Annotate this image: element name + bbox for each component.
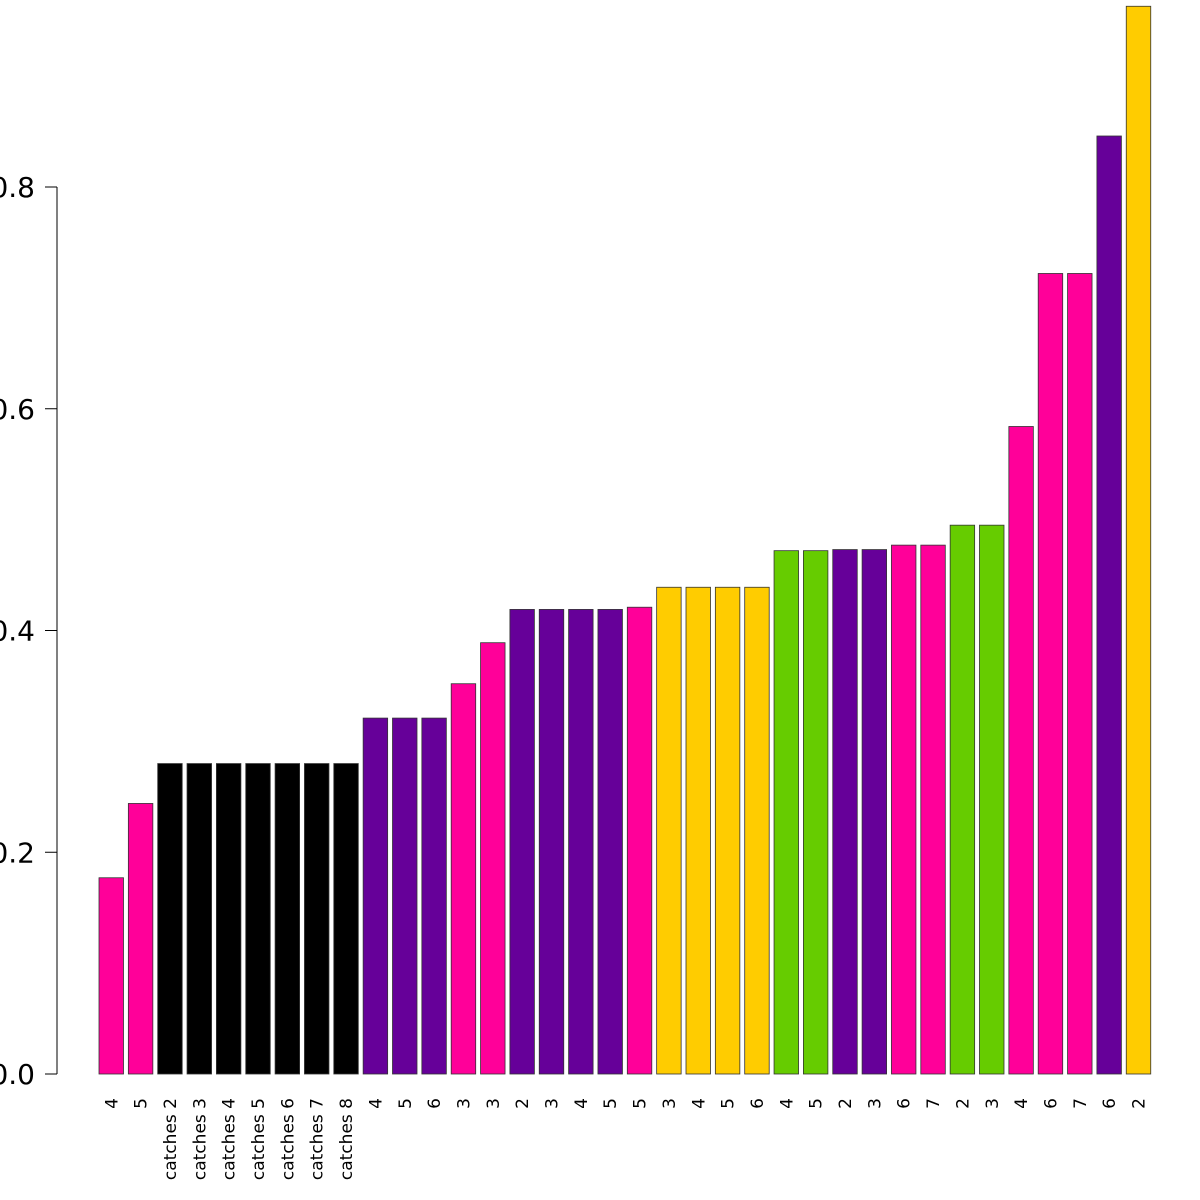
- x-tick-label: 4: [689, 1098, 709, 1109]
- bar: [1125, 5, 1152, 1075]
- bar: [333, 763, 359, 1075]
- bars-group: [98, 5, 1152, 1075]
- bar: [304, 763, 330, 1075]
- y-tick-label: 0.2: [0, 836, 35, 869]
- x-tick-label: 5: [807, 1098, 827, 1109]
- bar: [979, 524, 1005, 1075]
- bar: [538, 609, 565, 1075]
- x-tick-label: 3: [660, 1098, 680, 1109]
- x-tick-label: 5: [601, 1098, 621, 1109]
- bar: [832, 549, 858, 1075]
- bar: [127, 803, 154, 1075]
- bar: [215, 763, 242, 1075]
- bar: [920, 544, 946, 1075]
- x-tick-label: 5: [631, 1098, 651, 1109]
- bar: [714, 586, 741, 1075]
- bar: [480, 642, 506, 1075]
- y-tick-label: 0.8: [0, 171, 35, 204]
- y-tick-label: 0.0: [0, 1058, 35, 1091]
- x-tick-label: 3: [543, 1098, 563, 1109]
- x-tick-label: catches 6: [278, 1098, 298, 1180]
- x-tick-label: 5: [396, 1098, 416, 1109]
- bar: [597, 609, 623, 1075]
- bar: [1037, 273, 1064, 1075]
- x-tick-label: catches 8: [337, 1098, 357, 1180]
- bar: [157, 763, 183, 1075]
- y-tick-label: 0.4: [0, 615, 35, 648]
- x-tick-label: 4: [366, 1098, 386, 1109]
- x-tick-label: 5: [132, 1098, 152, 1109]
- bar: [450, 683, 477, 1075]
- bar: [744, 586, 770, 1075]
- bar: [274, 763, 301, 1075]
- x-tick-label: 2: [513, 1098, 533, 1109]
- x-tick-label: catches 2: [161, 1098, 181, 1180]
- bar: [861, 549, 887, 1075]
- x-tick-label: 4: [1012, 1098, 1032, 1109]
- bar: [803, 550, 829, 1075]
- x-tick-label: 6: [1100, 1098, 1120, 1109]
- bar: [362, 717, 389, 1075]
- x-tick-label: 3: [484, 1098, 504, 1109]
- bar: [1008, 426, 1034, 1075]
- bar: [773, 550, 799, 1075]
- bar: [626, 606, 653, 1075]
- x-tick-label: 4: [777, 1098, 797, 1109]
- bar: [949, 524, 976, 1075]
- x-tick-label: 3: [865, 1098, 885, 1109]
- bar: [509, 609, 535, 1075]
- x-tick-label: 5: [719, 1098, 739, 1109]
- x-tick-label: 3: [454, 1098, 474, 1109]
- bar: [98, 877, 124, 1075]
- y-tick-label: 0.6: [0, 393, 35, 426]
- x-tick-label: catches 3: [190, 1098, 210, 1180]
- bar: [685, 586, 711, 1075]
- bar: [568, 609, 594, 1075]
- bar: [392, 717, 418, 1075]
- bar: [186, 763, 212, 1075]
- x-tick-label: 2: [836, 1098, 856, 1109]
- x-tick-labels: 4 5 catches 2 catches 3 catches 4 catches 5 ca…: [102, 1098, 1149, 1180]
- x-tick-label: 6: [425, 1098, 445, 1109]
- x-tick-label: 7: [1071, 1098, 1091, 1109]
- x-tick-label: 2: [953, 1098, 973, 1109]
- bar: [656, 586, 682, 1075]
- x-tick-label: 6: [1041, 1098, 1061, 1109]
- x-tick-label: 4: [572, 1098, 592, 1109]
- x-tick-label: 4: [102, 1098, 122, 1109]
- x-tick-label: 2: [1130, 1098, 1150, 1109]
- x-tick-label: 7: [924, 1098, 944, 1109]
- bar: [245, 763, 271, 1075]
- x-tick-label: catches 7: [308, 1098, 328, 1180]
- bar: [1096, 135, 1122, 1075]
- x-tick-label: catches 5: [249, 1098, 269, 1180]
- bar: [421, 717, 447, 1075]
- y-axis: 0.0 0.2 0.4 0.6 0.8: [0, 171, 58, 1091]
- bar: [891, 544, 917, 1075]
- bar: [1067, 273, 1093, 1075]
- x-tick-label: 6: [895, 1098, 915, 1109]
- x-tick-label: 6: [748, 1098, 768, 1109]
- x-tick-label: catches 4: [220, 1098, 240, 1180]
- x-tick-label: 3: [983, 1098, 1003, 1109]
